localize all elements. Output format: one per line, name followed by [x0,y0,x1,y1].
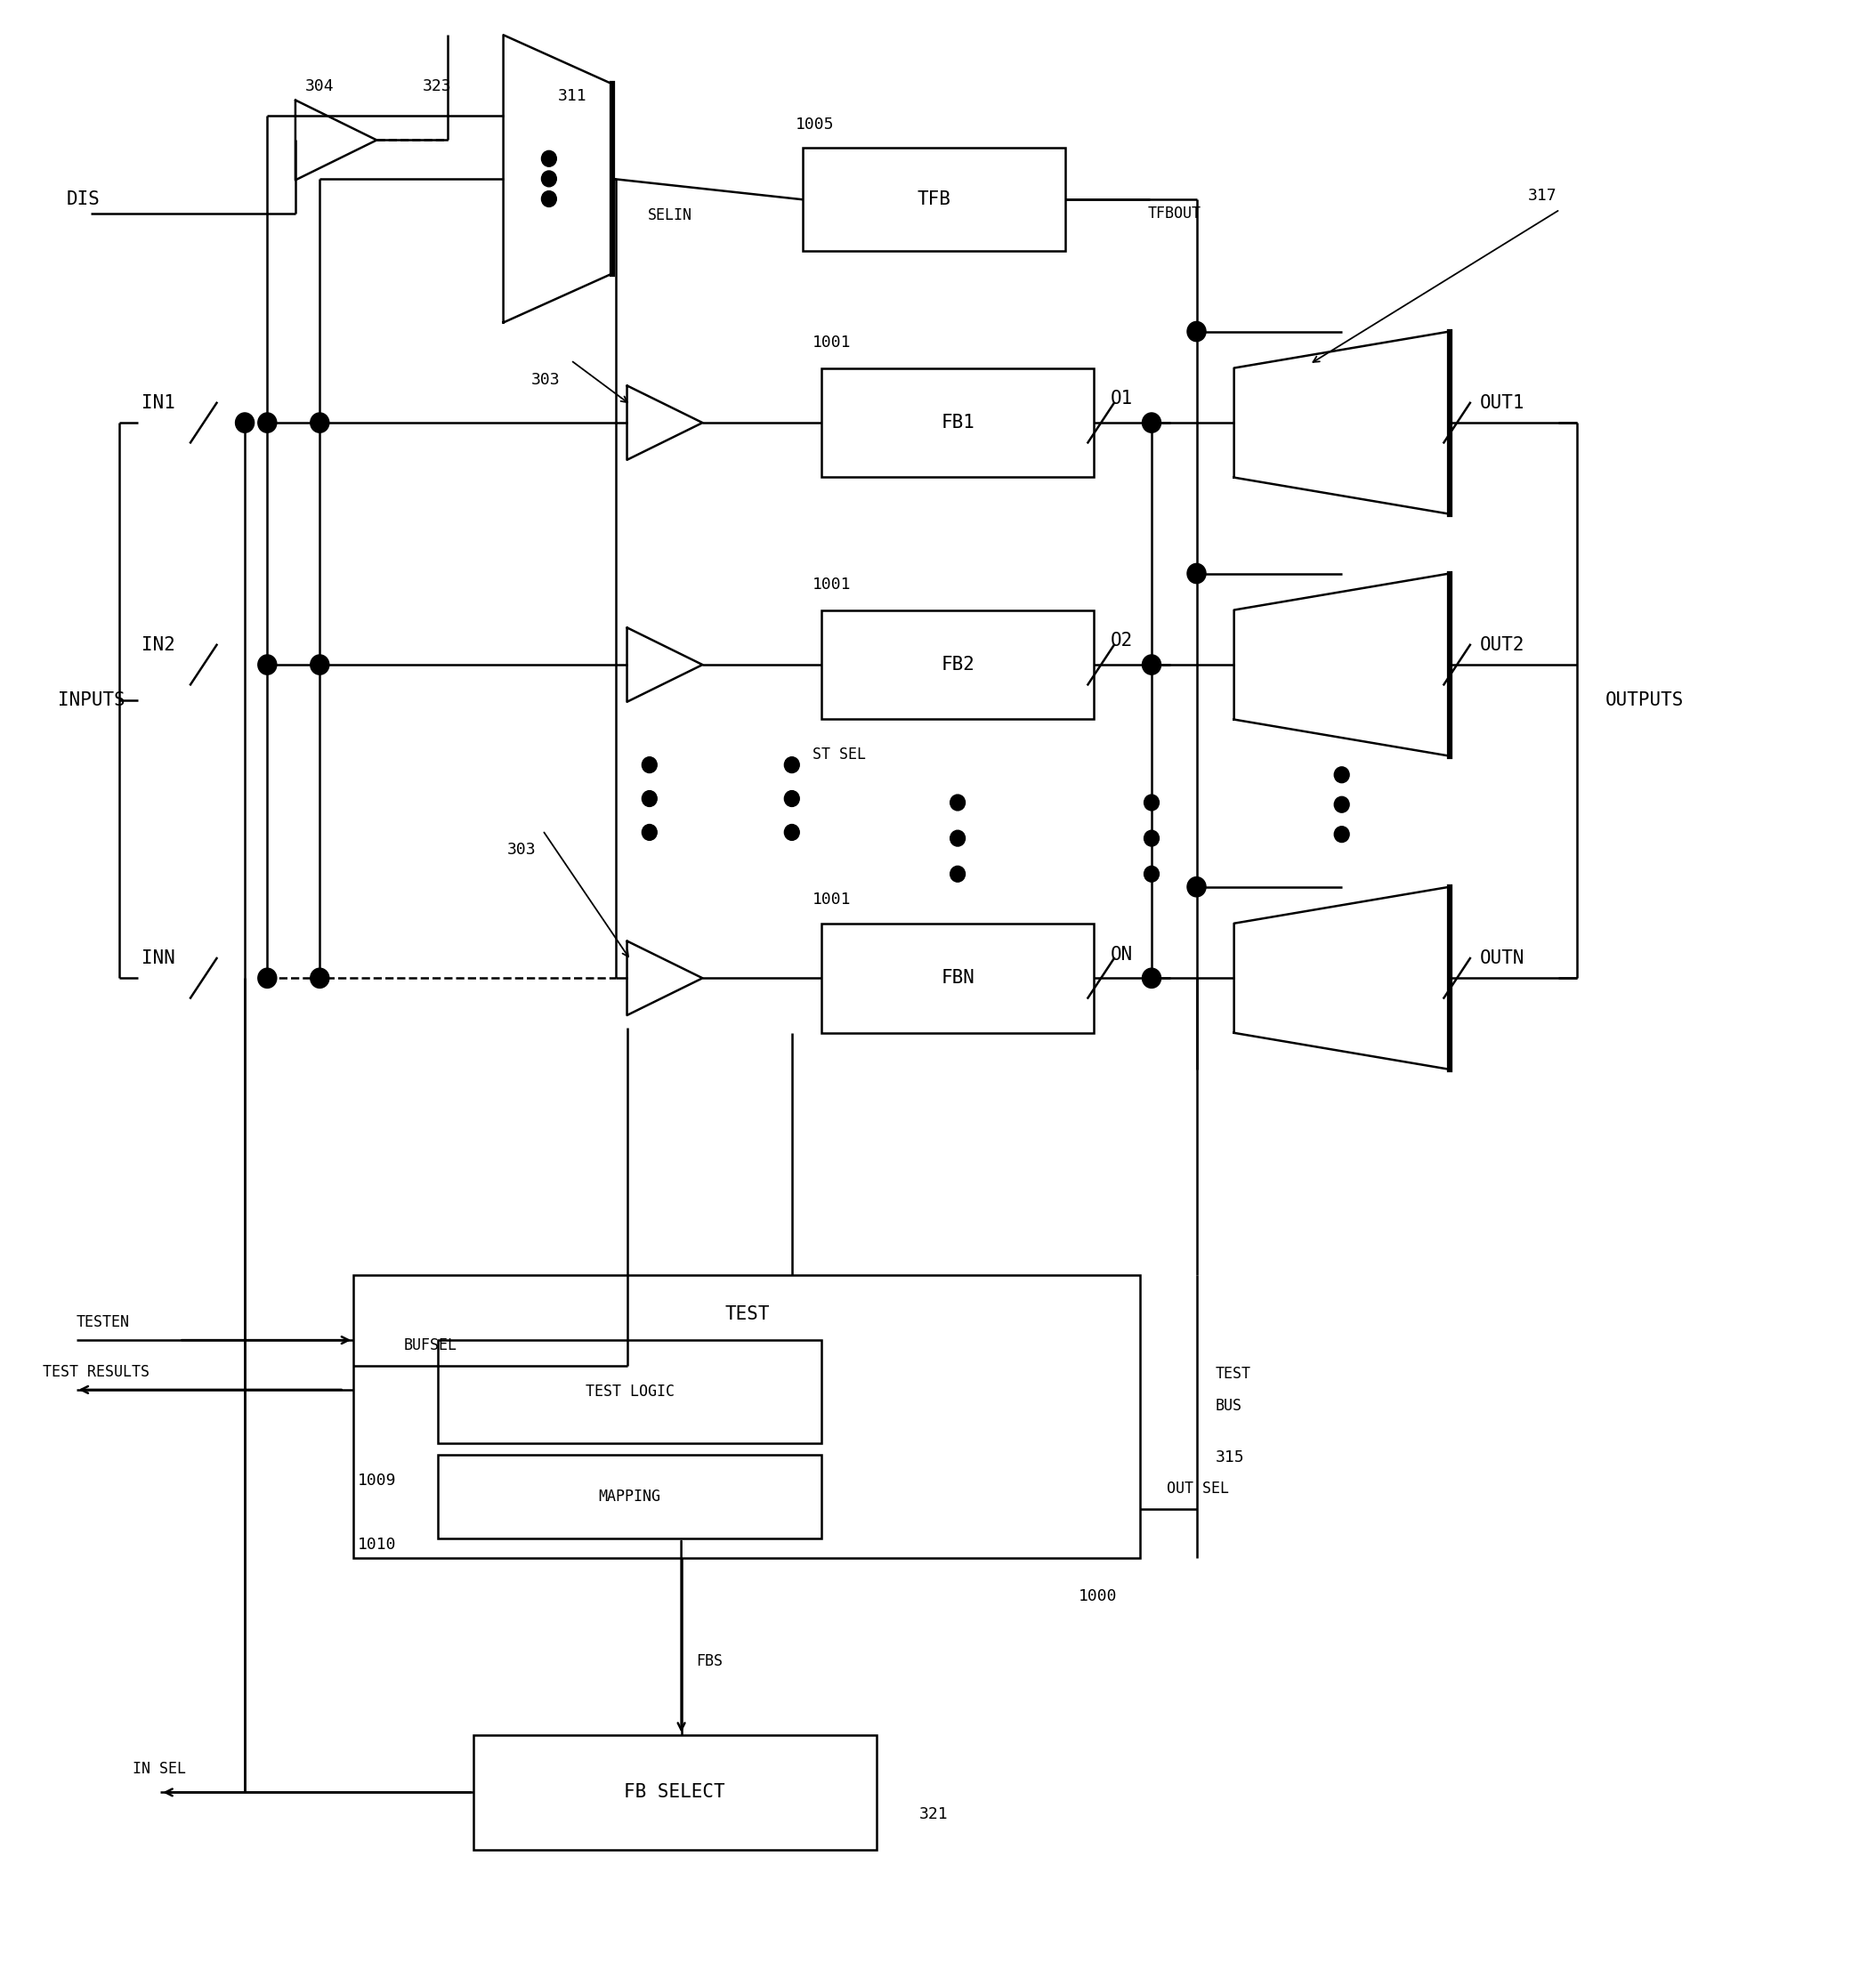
Text: DIS: DIS [68,191,101,209]
Text: FBN: FBN [942,969,974,987]
Text: OUT2: OUT2 [1480,636,1525,653]
Circle shape [642,824,657,840]
Text: 323: 323 [422,77,452,95]
Circle shape [1144,866,1159,882]
Circle shape [257,655,276,675]
Bar [822,610,1094,719]
Text: TEST: TEST [724,1305,769,1323]
Circle shape [949,794,964,810]
Circle shape [642,790,657,806]
Circle shape [1142,413,1161,433]
Text: 1009: 1009 [356,1474,396,1490]
Circle shape [1144,794,1159,810]
Bar [437,1456,822,1539]
Text: FBS: FBS [696,1654,722,1670]
Circle shape [949,866,964,882]
Text: TEST: TEST [1216,1366,1251,1382]
Circle shape [234,413,253,433]
Bar [353,1275,1141,1559]
Bar [473,1736,876,1849]
Bar [822,923,1094,1033]
Text: 321: 321 [919,1805,947,1821]
Bar [803,149,1066,250]
Circle shape [784,757,799,773]
Circle shape [257,969,276,989]
Text: OUTN: OUTN [1480,949,1525,967]
Circle shape [1334,826,1349,842]
Text: 1000: 1000 [1079,1589,1118,1605]
Text: FB SELECT: FB SELECT [625,1783,726,1801]
Text: OUT1: OUT1 [1480,393,1525,411]
Bar [437,1341,822,1444]
Text: TEST RESULTS: TEST RESULTS [43,1364,150,1380]
Text: TESTEN: TESTEN [77,1315,129,1331]
Circle shape [1334,767,1349,782]
Circle shape [1144,830,1159,846]
Text: TEST LOGIC: TEST LOGIC [585,1384,673,1400]
Text: 1001: 1001 [812,892,852,908]
Text: ON: ON [1111,945,1133,963]
Text: OUT SEL: OUT SEL [1167,1482,1229,1497]
Text: INN: INN [143,949,176,967]
Circle shape [784,824,799,840]
Text: INPUTS: INPUTS [58,691,126,709]
Text: 311: 311 [557,87,587,105]
Text: O1: O1 [1111,389,1133,407]
Circle shape [310,655,328,675]
Text: 1005: 1005 [795,115,835,133]
Circle shape [310,413,328,433]
Text: O2: O2 [1111,632,1133,649]
Text: ST SEL: ST SEL [812,747,867,763]
Text: 317: 317 [1529,187,1557,203]
Text: OUTPUTS: OUTPUTS [1606,691,1683,709]
Circle shape [542,191,557,207]
Bar [822,367,1094,477]
Circle shape [1188,878,1206,898]
Text: 303: 303 [507,842,537,858]
Text: IN1: IN1 [143,393,176,411]
Text: SELIN: SELIN [647,207,692,224]
Text: BUS: BUS [1216,1398,1242,1414]
Circle shape [949,830,964,846]
Circle shape [642,757,657,773]
Circle shape [257,413,276,433]
Circle shape [542,171,557,187]
Text: BUFSEL: BUFSEL [403,1339,458,1354]
Text: 1001: 1001 [812,576,852,592]
Text: 315: 315 [1216,1450,1244,1466]
Text: TFBOUT: TFBOUT [1148,205,1201,222]
Text: MAPPING: MAPPING [598,1490,660,1505]
Text: 304: 304 [304,77,334,95]
Circle shape [542,151,557,167]
Text: 303: 303 [531,371,561,387]
Circle shape [310,969,328,989]
Text: 1010: 1010 [356,1537,396,1553]
Circle shape [1142,969,1161,989]
Text: 1001: 1001 [812,334,852,350]
Text: FB1: FB1 [942,413,974,431]
Circle shape [784,790,799,806]
Circle shape [1142,655,1161,675]
Text: IN2: IN2 [143,636,176,653]
Circle shape [1188,564,1206,584]
Text: IN SEL: IN SEL [133,1760,186,1777]
Circle shape [1334,796,1349,812]
Text: FB2: FB2 [942,655,974,673]
Circle shape [1188,322,1206,342]
Text: TFB: TFB [917,191,951,209]
